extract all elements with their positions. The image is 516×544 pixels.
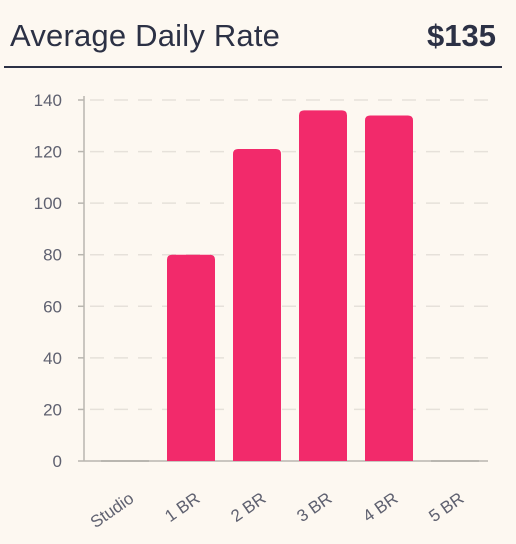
y-tick-label: 60 <box>43 297 62 316</box>
y-tick-label: 80 <box>43 246 62 265</box>
card-header: Average Daily Rate $135 <box>10 14 496 58</box>
header-divider <box>4 66 502 68</box>
x-tick-label: Studio <box>87 489 137 532</box>
grid-layer <box>90 99 488 411</box>
x-tick-label: 1 BR <box>161 489 203 526</box>
y-tick-label: 20 <box>43 400 62 419</box>
bar-2-br <box>233 148 281 461</box>
y-tick-label: 140 <box>34 91 62 110</box>
y-tick-label: 100 <box>34 194 62 213</box>
axis-layer <box>78 96 488 462</box>
y-tick-layer: 0 20 40 60 80 100 120 140 <box>34 91 62 471</box>
x-tick-label: 2 BR <box>227 489 269 526</box>
x-tick-label: 5 BR <box>425 489 467 526</box>
y-tick-label: 40 <box>43 349 62 368</box>
bar-1-br <box>167 254 215 461</box>
headline-value: $135 <box>427 18 496 53</box>
x-tick-label: 4 BR <box>359 489 401 526</box>
card-title: Average Daily Rate <box>10 18 281 53</box>
bar-layer <box>101 110 479 462</box>
y-tick-label: 0 <box>53 452 62 471</box>
y-tick-label: 120 <box>34 143 62 162</box>
bar-3-br <box>299 110 347 462</box>
x-tick-label: 3 BR <box>293 489 335 526</box>
bar-4-br <box>365 115 413 461</box>
x-tick-layer: Studio 1 BR 2 BR 3 BR 4 BR 5 BR <box>87 489 467 532</box>
